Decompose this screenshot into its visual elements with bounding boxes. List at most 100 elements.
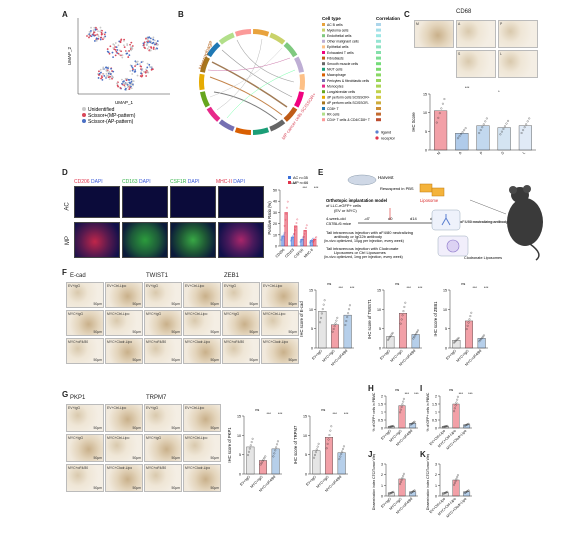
point bbox=[250, 441, 253, 444]
x-tick-label: EV+IgG bbox=[239, 475, 251, 487]
scale-bar-label: 50μm bbox=[132, 302, 141, 306]
significance-label: ns bbox=[449, 388, 453, 392]
legend-title-celltype: Cell type bbox=[322, 16, 341, 21]
umap-point bbox=[128, 88, 131, 91]
ihc-tile: MYC+Clodr-Lipo 50μm bbox=[261, 338, 299, 364]
point bbox=[273, 452, 276, 455]
point bbox=[282, 235, 284, 238]
chord-sector bbox=[294, 56, 305, 73]
point bbox=[440, 107, 443, 110]
umap-point bbox=[105, 75, 108, 78]
y-tick-label: 5 bbox=[311, 327, 313, 331]
if-tile-ac-cd163 bbox=[122, 186, 168, 218]
legend-label: CD4+ T cells & CD4/CD8+ T bbox=[327, 118, 370, 122]
umap-point bbox=[102, 66, 105, 69]
chord-sector bbox=[299, 73, 305, 91]
point bbox=[320, 312, 323, 315]
point bbox=[464, 127, 467, 130]
umap-point bbox=[101, 29, 103, 32]
legend-swatch bbox=[322, 73, 325, 77]
point bbox=[339, 455, 342, 458]
ihc-tile: MYC+Ctrl-Lipo 50μm bbox=[183, 310, 221, 336]
point bbox=[416, 331, 418, 333]
y-tick-label: 10 bbox=[237, 434, 241, 438]
y-axis-label: % of GFP+ cells in PBMC bbox=[372, 392, 376, 431]
point bbox=[348, 308, 350, 311]
umap-point bbox=[99, 30, 101, 33]
e-tail2: Tail intravenous injection with Clodrona… bbox=[326, 246, 399, 251]
ihc-tile: EV+Ctrl-Lipo 50μm bbox=[183, 404, 221, 432]
legend-label: RK cells bbox=[327, 112, 340, 116]
point bbox=[399, 481, 402, 483]
y-tick-label: 10 bbox=[309, 308, 313, 312]
point bbox=[290, 239, 292, 242]
umap-point bbox=[92, 33, 95, 36]
umap-point bbox=[90, 30, 92, 32]
point bbox=[274, 449, 277, 452]
dish-icon bbox=[347, 174, 377, 186]
umap-point bbox=[130, 78, 133, 81]
umap-point bbox=[149, 37, 152, 40]
legend-unidentified: Unidentified bbox=[88, 107, 115, 113]
point bbox=[479, 339, 482, 342]
ihc-tile: EV+Ctrl-Lipo 50μm bbox=[261, 282, 299, 308]
point bbox=[388, 337, 390, 340]
bar bbox=[398, 478, 406, 497]
point bbox=[437, 116, 440, 119]
correlation-swatch bbox=[376, 73, 381, 77]
ihc-tile: EV+IgG 50μm bbox=[144, 404, 182, 432]
umap-point bbox=[101, 33, 103, 36]
umap-point bbox=[107, 74, 110, 77]
timeline-ticks: -d7 d0 d14 d28 bbox=[364, 208, 437, 221]
point bbox=[387, 338, 390, 341]
i-chart: 00.511.52% of GFP+ cells in PBMCEV+Ctrl-… bbox=[426, 388, 473, 451]
bar bbox=[386, 336, 395, 349]
y-tick-label: 0 bbox=[381, 427, 383, 431]
point bbox=[479, 129, 482, 132]
scale-bar-label: 50μm bbox=[210, 486, 219, 490]
point bbox=[322, 303, 325, 306]
significance-label: ns bbox=[255, 408, 259, 412]
significance-label: *** bbox=[468, 392, 473, 396]
point bbox=[399, 408, 402, 411]
y-tick-label: 0.5 bbox=[432, 419, 437, 423]
point bbox=[328, 434, 331, 437]
point bbox=[466, 324, 469, 327]
umap-point bbox=[114, 54, 117, 57]
point bbox=[260, 461, 263, 464]
umap-point bbox=[140, 61, 143, 64]
legend-swatch bbox=[322, 79, 325, 82]
y-axis-label: IHC Score bbox=[411, 112, 416, 132]
umap-point bbox=[99, 68, 102, 71]
umap-point bbox=[105, 68, 108, 71]
point bbox=[478, 340, 481, 343]
ihc-tile-label: MYC+IgG bbox=[68, 436, 83, 440]
y-tick-label: 0 bbox=[305, 473, 307, 477]
ihc-tile-label: MYC+Clodr-Lipo bbox=[107, 466, 133, 470]
point bbox=[338, 458, 341, 461]
chord-sector bbox=[206, 42, 221, 58]
point bbox=[301, 237, 304, 240]
umap-point bbox=[128, 50, 130, 52]
point bbox=[330, 425, 333, 428]
umap-point bbox=[121, 56, 124, 59]
y-tick-label: 0 bbox=[239, 473, 241, 477]
significance-label: ns bbox=[461, 282, 465, 286]
scale-bar-label: 50μm bbox=[132, 426, 141, 430]
point bbox=[302, 235, 305, 238]
legend-swatch bbox=[322, 84, 325, 88]
scale-bar-label: 50μm bbox=[210, 330, 219, 334]
bar bbox=[294, 225, 298, 247]
umap-point bbox=[131, 45, 134, 47]
umap-point bbox=[117, 44, 120, 47]
umap-point bbox=[88, 33, 91, 36]
e-tail1c: (in-vivo optimized, 10μg per injection, … bbox=[324, 239, 404, 243]
ihc-tile-label: MYC+Clodr-Lipo bbox=[263, 340, 289, 344]
point bbox=[525, 123, 528, 126]
legend-swatch bbox=[322, 51, 325, 54]
umap-point bbox=[127, 56, 130, 58]
umap-point bbox=[130, 46, 133, 49]
umap-point bbox=[142, 44, 145, 46]
umap-point bbox=[124, 77, 127, 80]
scale-bar-label: 50μm bbox=[288, 358, 297, 362]
